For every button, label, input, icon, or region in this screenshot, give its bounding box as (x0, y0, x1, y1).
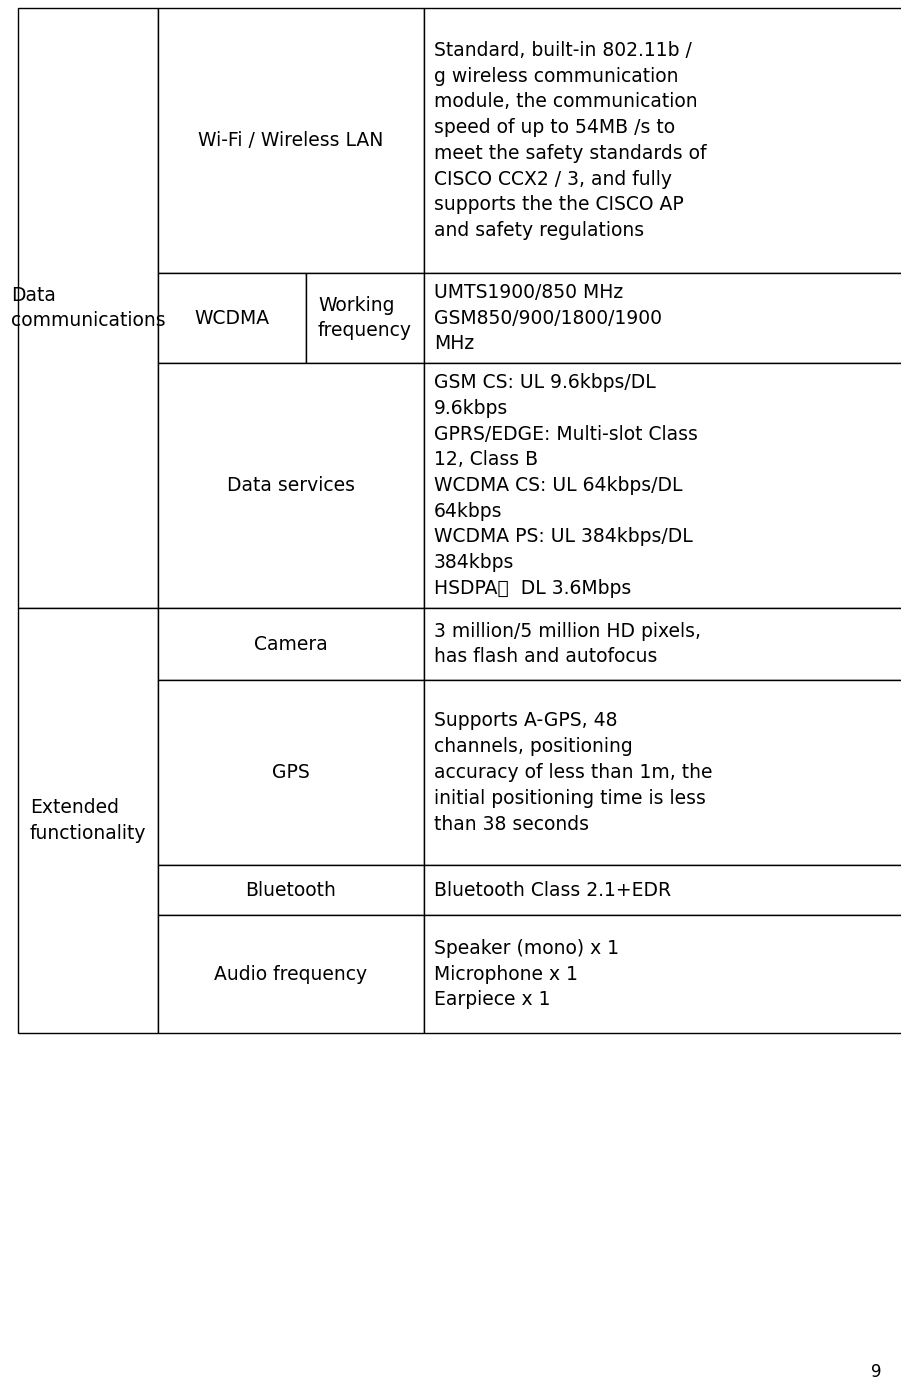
Text: UMTS1900/850 MHz
GSM850/900/1800/1900
MHz: UMTS1900/850 MHz GSM850/900/1800/1900 MH… (434, 283, 662, 354)
Bar (424, 865, 901, 915)
Bar (306, 273, 424, 362)
Bar (158, 362, 424, 609)
Bar (18, 609, 158, 1032)
Bar (158, 915, 424, 1032)
Bar (424, 915, 901, 1032)
Bar (158, 8, 424, 273)
Bar (18, 8, 158, 609)
Text: Audio frequency: Audio frequency (214, 964, 368, 983)
Bar (158, 865, 424, 915)
Text: Data
communications: Data communications (11, 285, 165, 330)
Text: Camera: Camera (254, 635, 328, 653)
Text: 9: 9 (870, 1363, 881, 1381)
Bar (424, 680, 901, 865)
Bar (158, 273, 306, 362)
Text: Bluetooth: Bluetooth (246, 880, 336, 900)
Text: Supports A-GPS, 48
channels, positioning
accuracy of less than 1m, the
initial p: Supports A-GPS, 48 channels, positioning… (434, 712, 713, 834)
Text: Bluetooth Class 2.1+EDR: Bluetooth Class 2.1+EDR (434, 880, 671, 900)
Text: Speaker (mono) x 1
Microphone x 1
Earpiece x 1: Speaker (mono) x 1 Microphone x 1 Earpie… (434, 939, 619, 1009)
Text: WCDMA: WCDMA (195, 309, 269, 327)
Text: 3 million/5 million HD pixels,
has flash and autofocus: 3 million/5 million HD pixels, has flash… (434, 621, 701, 666)
Bar (424, 609, 901, 680)
Text: Working
frequency: Working frequency (318, 295, 412, 340)
Text: GSM CS: UL 9.6kbps/DL
9.6kbps
GPRS/EDGE: Multi-slot Class
12, Class B
WCDMA CS: : GSM CS: UL 9.6kbps/DL 9.6kbps GPRS/EDGE:… (434, 374, 698, 597)
Bar (424, 8, 901, 273)
Text: GPS: GPS (272, 762, 310, 782)
Text: Extended
functionality: Extended functionality (30, 797, 146, 842)
Text: Wi-Fi / Wireless LAN: Wi-Fi / Wireless LAN (198, 132, 384, 150)
Text: Data services: Data services (227, 476, 355, 495)
Bar (158, 680, 424, 865)
Bar (158, 609, 424, 680)
Bar (424, 273, 901, 362)
Text: Standard, built-in 802.11b /
g wireless communication
module, the communication
: Standard, built-in 802.11b / g wireless … (434, 41, 706, 241)
Bar (424, 362, 901, 609)
